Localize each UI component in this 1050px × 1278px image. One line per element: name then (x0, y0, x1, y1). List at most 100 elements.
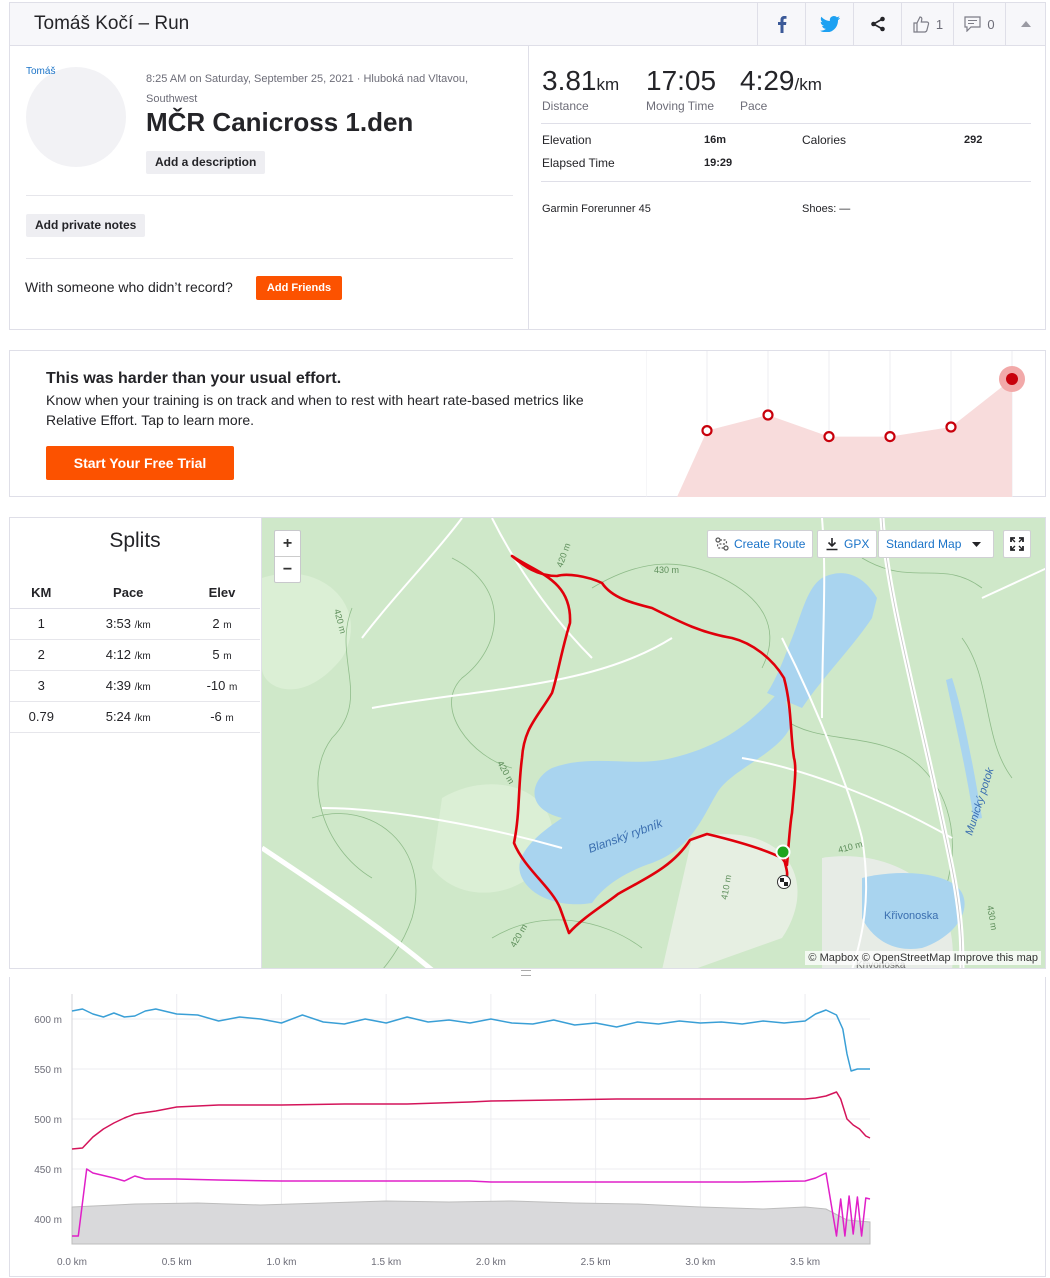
fullscreen-icon (1010, 537, 1024, 551)
relative-effort-upsell[interactable]: This was harder than your usual effort. … (9, 350, 1046, 497)
table-row: 2 4:12 /km 5 m (10, 639, 260, 671)
athlete-name-link[interactable]: Tomáš (26, 66, 56, 77)
x-tick-label: 1.5 km (371, 1257, 401, 1268)
shoes-info: Shoes: — (802, 203, 851, 215)
effort-point (823, 430, 835, 443)
finish-marker (777, 875, 791, 889)
device-name: Garmin Forerunner 45 (542, 203, 651, 215)
calories-label: Calories (802, 133, 847, 147)
share-button[interactable] (853, 3, 901, 45)
facebook-icon (777, 16, 786, 33)
pace-value: 4:29 (740, 65, 795, 96)
resize-handle[interactable] (521, 970, 531, 976)
x-tick-label: 3.0 km (685, 1257, 715, 1268)
contour-label: 410 m (837, 839, 864, 855)
effort-point (945, 421, 957, 433)
lake-label: Křivonoska (884, 910, 939, 922)
splits-header-pace: Pace (72, 578, 184, 609)
page-title: Tomáš Kočí – Run (34, 13, 190, 34)
moving-time-value: 17:05 (646, 65, 717, 96)
y-tick-label: 450 m (34, 1165, 62, 1176)
stats-divider (541, 181, 1031, 182)
contour-label: 430 m (654, 565, 679, 575)
split-elev: 2 m (183, 608, 260, 640)
y-tick-label: 500 m (34, 1115, 62, 1126)
add-friends-button[interactable]: Add Friends (256, 276, 342, 300)
calories-value: 292 (964, 134, 983, 146)
x-tick-label: 2.5 km (581, 1257, 611, 1268)
splits-header-elev: Elev (183, 578, 260, 609)
add-private-notes-button[interactable]: Add private notes (26, 214, 146, 237)
pace-label: Pace (740, 99, 768, 113)
zoom-controls: + − (274, 530, 301, 583)
route-map[interactable]: 430 m 420 m 420 m 420 m 420 m 410 m 410 … (261, 517, 1046, 969)
start-free-trial-button[interactable]: Start Your Free Trial (46, 446, 234, 480)
chevron-up-icon (1020, 21, 1031, 27)
comment-icon (964, 16, 981, 32)
summary-stats: 3.81km Distance 17:05 Moving Time 4:29/k… (530, 45, 1046, 329)
kudos-count: 1 (935, 16, 944, 32)
effort-area (677, 379, 1012, 497)
map-attribution[interactable]: © Mapbox © OpenStreetMap Improve this ma… (805, 951, 1041, 965)
table-row: 0.79 5:24 /km -6 m (10, 701, 260, 733)
contour-label: 430 m (985, 905, 999, 931)
elapsed-time-label: Elapsed Time (542, 156, 615, 170)
summary-divider (26, 195, 513, 196)
stat-distance: 3.81km Distance (542, 65, 619, 113)
avatar[interactable] (26, 67, 126, 167)
effort-description: Know when your training is on track and … (46, 392, 584, 428)
create-route-button[interactable]: Create Route (707, 530, 814, 558)
activity-title: MČR Canicross 1.den (146, 107, 414, 137)
x-tick-label: 0.5 km (162, 1257, 192, 1268)
friends-prompt: With someone who didn’t record? (25, 279, 233, 295)
zoom-out-button[interactable]: − (282, 561, 293, 578)
collapse-button[interactable] (1005, 3, 1045, 45)
series-line (71, 1091, 871, 1150)
split-km: 3 (10, 670, 73, 702)
x-tick-label: 2.0 km (476, 1257, 506, 1268)
y-tick-label: 400 m (34, 1215, 62, 1226)
start-marker (775, 844, 791, 860)
add-description-button[interactable]: Add a description (146, 151, 266, 174)
elevation-chart[interactable]: 400 m 450 m 500 m 550 m 600 m 0.0 km 0.5 km 1.0… (10, 977, 1045, 1276)
comments-button[interactable]: 0 (953, 3, 1005, 45)
zoom-in-button[interactable]: + (275, 531, 300, 557)
summary-divider (26, 258, 513, 259)
twitter-icon (819, 16, 840, 32)
stat-moving-time: 17:05 Moving Time (646, 65, 716, 113)
summary-left: Tomáš 8:25 AM on Saturday, September 25,… (10, 45, 529, 329)
route-icon (715, 537, 729, 551)
map-style-select[interactable]: Standard Map (878, 530, 994, 558)
map-canvas: 430 m 420 m 420 m 420 m 420 m 410 m 410 … (262, 518, 1045, 968)
activity-summary: Tomáš 8:25 AM on Saturday, September 25,… (9, 45, 1046, 330)
elevation-chart-panel: 400 m 450 m 500 m 550 m 600 m 0.0 km 0.5 km 1.0… (9, 977, 1046, 1277)
activity-header: Tomáš Kočí – Run 1 0 (9, 2, 1046, 46)
effort-point (762, 409, 774, 421)
splits-header-km: KM (10, 578, 73, 609)
split-km: 2 (10, 639, 73, 671)
gpx-download-button[interactable]: GPX (817, 530, 878, 558)
effort-point-current (1006, 373, 1018, 385)
effort-heading: This was harder than your usual effort. (46, 370, 342, 387)
elevation-label: Elevation (542, 133, 592, 147)
thumbs-up-icon (913, 16, 930, 33)
series-line (72, 1168, 871, 1237)
split-pace: 4:39 /km (72, 670, 184, 702)
gpx-label: GPX (844, 537, 870, 551)
x-tick-label: 0.0 km (57, 1257, 87, 1268)
splits-table: KM Pace Elev 1 3:53 /km 2 m 2 4:12 /km 5… (10, 578, 260, 733)
download-icon (826, 538, 838, 551)
split-km: 0.79 (10, 701, 73, 733)
elapsed-time-value: 19:29 (704, 157, 733, 169)
route-line (510, 554, 797, 935)
facebook-share-button[interactable] (757, 3, 805, 45)
table-row: 1 3:53 /km 2 m (10, 608, 260, 640)
kudos-button[interactable]: 1 (901, 3, 953, 45)
fullscreen-button[interactable] (1003, 530, 1031, 558)
table-row: 3 4:39 /km -10 m (10, 670, 260, 702)
twitter-share-button[interactable] (805, 3, 853, 45)
distance-value: 3.81 (542, 65, 597, 96)
moving-time-label: Moving Time (646, 99, 715, 113)
y-tick-label: 600 m (34, 1015, 62, 1026)
split-pace: 5:24 /km (72, 701, 184, 733)
